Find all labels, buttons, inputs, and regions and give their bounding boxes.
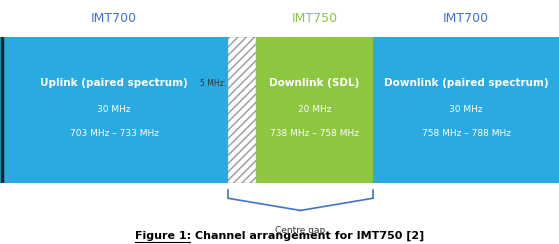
Text: Downlink (SDL): Downlink (SDL) (269, 79, 359, 88)
Text: 30 MHz: 30 MHz (449, 105, 483, 114)
Bar (0, 37, 228, 183)
Bar (373, 37, 559, 183)
Text: 758 MHz – 788 MHz: 758 MHz – 788 MHz (421, 129, 510, 138)
Bar (256, 37, 373, 183)
Bar (228, 37, 256, 183)
Text: Figure 1: Channel arrangement for IMT750 [2]: Figure 1: Channel arrangement for IMT750… (135, 231, 424, 241)
Text: IMT750: IMT750 (291, 12, 338, 25)
Text: 5 MHz:: 5 MHz: (200, 79, 226, 88)
Text: 738 MHz – 758 MHz: 738 MHz – 758 MHz (270, 129, 359, 138)
Text: 703 MHz – 733 MHz: 703 MHz – 733 MHz (69, 129, 159, 138)
Text: 20 MHz: 20 MHz (298, 105, 331, 114)
Text: Centre gap: Centre gap (276, 226, 326, 235)
Text: 30 MHz: 30 MHz (97, 105, 131, 114)
Text: IMT700: IMT700 (443, 12, 489, 25)
Text: IMT700: IMT700 (91, 12, 137, 25)
Text: Uplink (paired spectrum): Uplink (paired spectrum) (40, 79, 188, 88)
Text: Downlink (paired spectrum): Downlink (paired spectrum) (383, 79, 548, 88)
